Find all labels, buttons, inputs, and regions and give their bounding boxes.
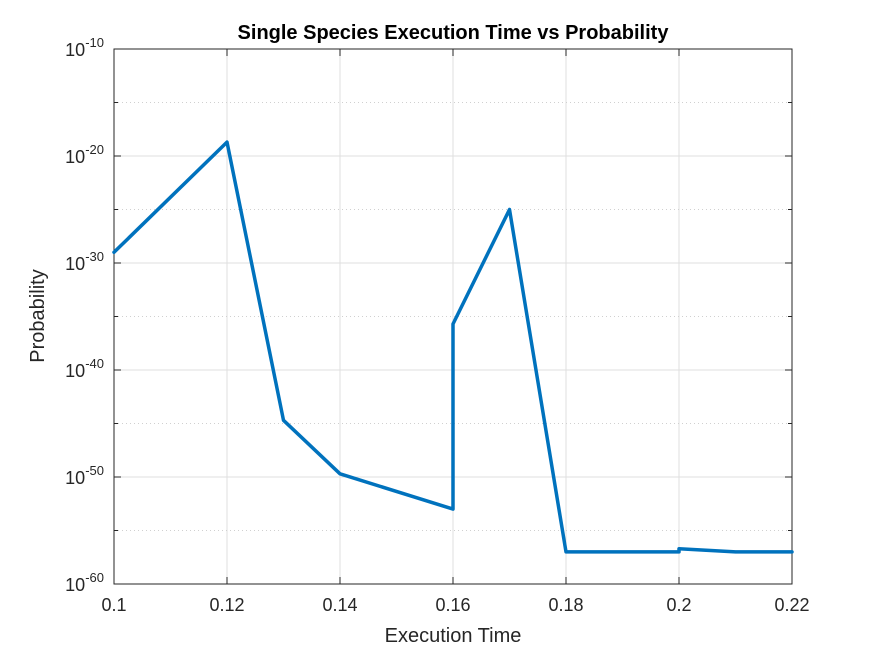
y-tick-label: 10-50 xyxy=(65,463,104,488)
chart-title: Single Species Execution Time vs Probabi… xyxy=(238,22,670,44)
x-axis-title: Execution Time xyxy=(385,625,522,647)
x-tick-label: 0.18 xyxy=(548,595,583,615)
y-tick-label: 10-10 xyxy=(65,35,104,60)
x-tick-label: 0.2 xyxy=(666,595,691,615)
y-tick-label-exponent: -30 xyxy=(85,249,104,264)
y-tick-label-exponent: -20 xyxy=(85,142,104,157)
y-tick-label-exponent: -50 xyxy=(85,463,104,478)
y-tick-label-exponent: -60 xyxy=(85,570,104,585)
x-tick-labels: 0.1 0.12 0.14 0.16 0.18 0.2 0.22 xyxy=(101,595,809,615)
y-tick-label: 10-20 xyxy=(65,142,104,167)
series-layer xyxy=(112,140,794,554)
y-tick-label: 10-60 xyxy=(65,570,104,595)
y-axis-title: Probability xyxy=(27,269,49,362)
y-tick-label-exponent: -40 xyxy=(85,356,104,371)
x-tick-label: 0.12 xyxy=(209,595,244,615)
y-tick-label-base: 10 xyxy=(65,254,85,274)
y-tick-label-base: 10 xyxy=(65,40,85,60)
y-tick-label-base: 10 xyxy=(65,468,85,488)
x-tick-label: 0.16 xyxy=(435,595,470,615)
x-tick-label: 0.14 xyxy=(322,595,357,615)
y-tick-label-base: 10 xyxy=(65,575,85,595)
x-tick-label: 0.1 xyxy=(101,595,126,615)
x-tick-label: 0.22 xyxy=(774,595,809,615)
y-tick-label: 10-40 xyxy=(65,356,104,381)
y-tick-label-base: 10 xyxy=(65,147,85,167)
y-tick-label-base: 10 xyxy=(65,361,85,381)
series-line xyxy=(112,140,794,554)
plot-frame xyxy=(113,48,793,585)
y-tick-label: 10-30 xyxy=(65,249,104,274)
y-tick-label-exponent: -10 xyxy=(85,35,104,50)
